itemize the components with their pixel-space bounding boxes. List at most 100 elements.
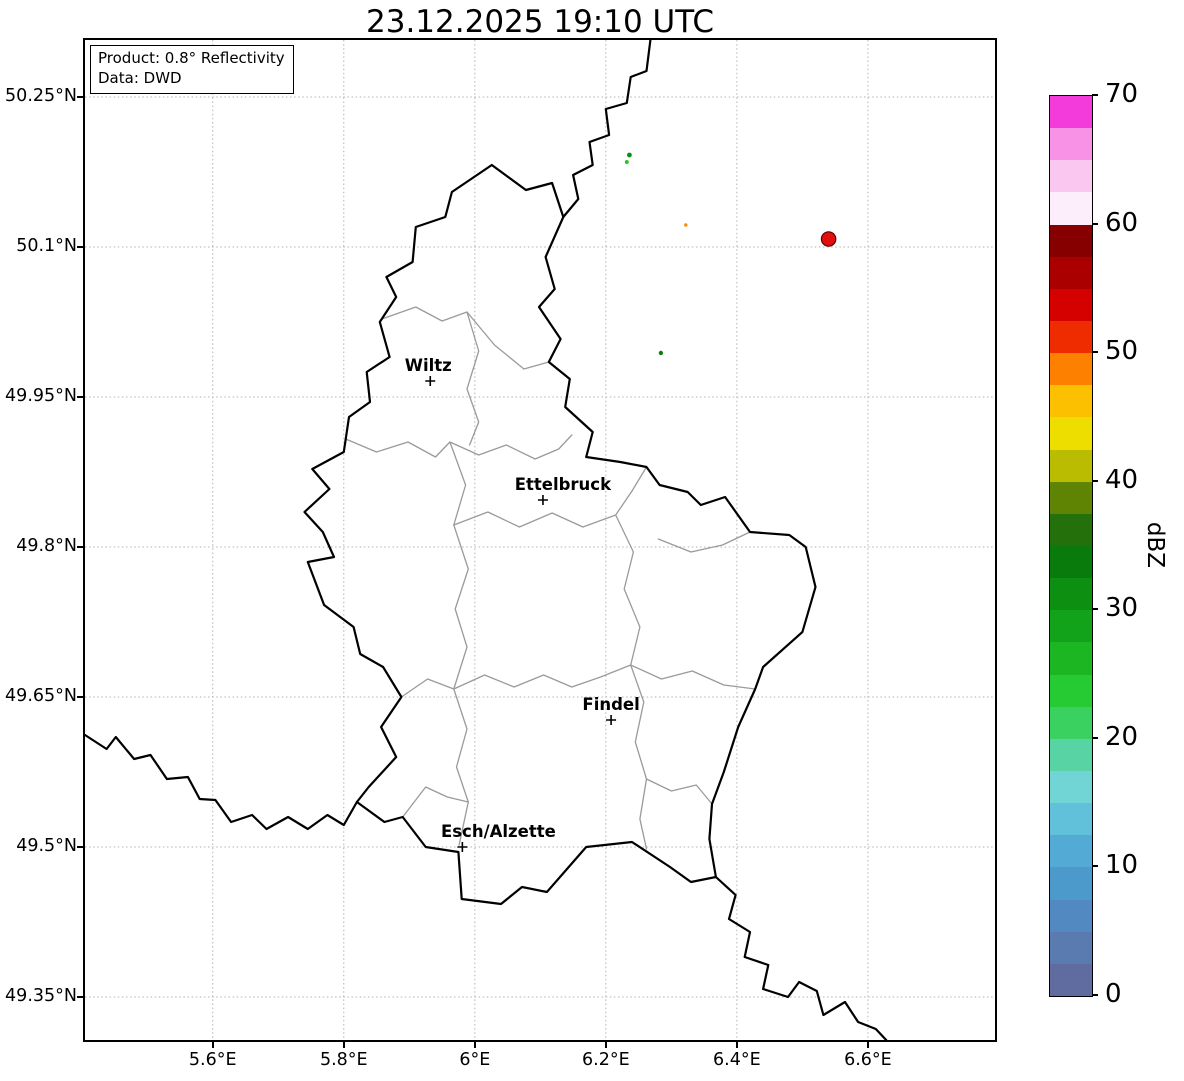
colorbar-tick-mark	[1092, 608, 1098, 611]
city-label: Ettelbruck	[515, 475, 612, 494]
colorbar-tick-mark	[1092, 222, 1098, 225]
country-border	[714, 875, 888, 1040]
colorbar-segment	[1050, 449, 1092, 482]
radar-echo	[624, 160, 629, 164]
y-tick-label: 49.8°N	[16, 536, 77, 556]
colorbar-segment	[1050, 867, 1092, 900]
y-tick-mark	[77, 996, 83, 998]
colorbar-tick-mark	[1092, 479, 1098, 482]
canton-border	[449, 441, 469, 846]
colorbar-segment	[1050, 192, 1092, 225]
y-tick-label: 50.25°N	[5, 86, 77, 106]
x-tick-mark	[211, 1042, 214, 1048]
canton-border	[657, 531, 751, 553]
colorbar-segment	[1050, 224, 1092, 257]
city-marker	[425, 376, 436, 386]
x-tick-label: 6.2°E	[582, 1050, 630, 1070]
radar-echo	[658, 350, 664, 356]
colorbar-tick-label: 30	[1105, 593, 1139, 624]
info-product-line: Product: 0.8° Reflectivity	[98, 49, 285, 67]
x-tick-mark	[735, 1042, 738, 1048]
colorbar-tick-label: 60	[1105, 207, 1139, 238]
colorbar-label: dBZ	[1142, 521, 1168, 569]
colorbar-segment	[1050, 417, 1092, 450]
colorbar-segment	[1050, 770, 1092, 804]
colorbar-segment	[1050, 256, 1092, 289]
plot-title: 23.12.2025 19:10 UTC	[366, 4, 714, 40]
country-border	[303, 163, 817, 906]
city-marker	[606, 715, 617, 725]
y-tick-mark	[77, 546, 83, 548]
x-tick-label: 6°E	[459, 1050, 491, 1070]
colorbar-tick-label: 50	[1105, 336, 1139, 367]
canton-border	[466, 311, 480, 446]
y-tick-label: 49.35°N	[5, 986, 77, 1006]
colorbar-segment	[1050, 963, 1092, 996]
x-tick-label: 5.8°E	[319, 1050, 368, 1070]
canton-border	[645, 778, 713, 805]
city-label: Findel	[582, 695, 639, 714]
colorbar-tick-label: 70	[1105, 79, 1139, 109]
canton-border	[453, 466, 648, 528]
x-tick-label: 6.6°E	[844, 1050, 892, 1070]
map-svg: Wiltz Ettelbruck Findel Esch/Alzette	[85, 40, 995, 1040]
colorbar-tick-mark	[1092, 94, 1098, 96]
y-tick-mark	[77, 246, 83, 248]
colorbar-segment	[1050, 674, 1092, 707]
colorbar-segment	[1050, 545, 1092, 579]
colorbar-segment	[1050, 642, 1092, 675]
colorbar-tick-label: 0	[1105, 979, 1122, 1009]
city-marker	[457, 842, 468, 852]
x-tick-label: 5.6°E	[188, 1050, 237, 1070]
colorbar-tick-label: 10	[1105, 850, 1139, 881]
colorbar-segment	[1050, 513, 1092, 546]
colorbar-segment	[1050, 931, 1092, 964]
colorbar-tick-mark	[1092, 351, 1098, 354]
info-data-line: Data: DWD	[98, 68, 182, 87]
colorbar-segment	[1050, 578, 1092, 611]
colorbar-segment	[1050, 96, 1092, 129]
country-border	[85, 733, 358, 831]
y-tick-label: 49.65°N	[5, 686, 77, 706]
country-border	[562, 40, 652, 219]
city-marker	[537, 495, 548, 505]
y-tick-mark	[77, 396, 83, 398]
colorbar-segment	[1050, 353, 1092, 386]
y-tick-label: 49.95°N	[5, 386, 77, 406]
x-tick-mark	[604, 1042, 607, 1048]
x-tick-mark	[342, 1042, 345, 1048]
canton-border	[615, 514, 648, 850]
colorbar-segment	[1050, 320, 1092, 354]
canton-border	[345, 434, 573, 460]
x-tick-label: 6.4°E	[713, 1050, 761, 1070]
colorbar-segment	[1050, 288, 1092, 321]
map-plot: Wiltz Ettelbruck Findel Esch/Alzette Produc…	[83, 38, 997, 1042]
colorbar-segment	[1050, 803, 1092, 836]
canton-border	[400, 664, 756, 698]
colorbar-segment	[1050, 610, 1092, 643]
colorbar-segment	[1050, 738, 1092, 771]
colorbar-segment	[1050, 385, 1092, 418]
colorbar-segment	[1050, 706, 1092, 739]
colorbar-segment	[1050, 899, 1092, 932]
y-tick-label: 50.1°N	[16, 236, 77, 256]
y-tick-mark	[77, 96, 83, 98]
colorbar-segment	[1050, 160, 1092, 193]
colorbar-segment	[1050, 128, 1092, 161]
city-label: Wiltz	[405, 356, 452, 375]
colorbar-tick-label: 20	[1105, 721, 1139, 752]
info-box: Product: 0.8° Reflectivity Data: DWD	[90, 45, 294, 94]
y-tick-label: 49.5°N	[16, 836, 77, 856]
colorbar-tick-mark	[1092, 865, 1098, 868]
colorbar-tick-mark	[1092, 736, 1098, 739]
colorbar-tick-label: 40	[1105, 464, 1139, 495]
colorbar	[1049, 95, 1093, 997]
radar-echo	[627, 152, 632, 158]
x-tick-mark	[866, 1042, 869, 1048]
city-label: Esch/Alzette	[441, 822, 556, 841]
colorbar-tick-mark	[1092, 994, 1098, 996]
radar-echo	[684, 223, 688, 227]
y-tick-mark	[77, 846, 83, 848]
colorbar-segment	[1050, 481, 1092, 514]
